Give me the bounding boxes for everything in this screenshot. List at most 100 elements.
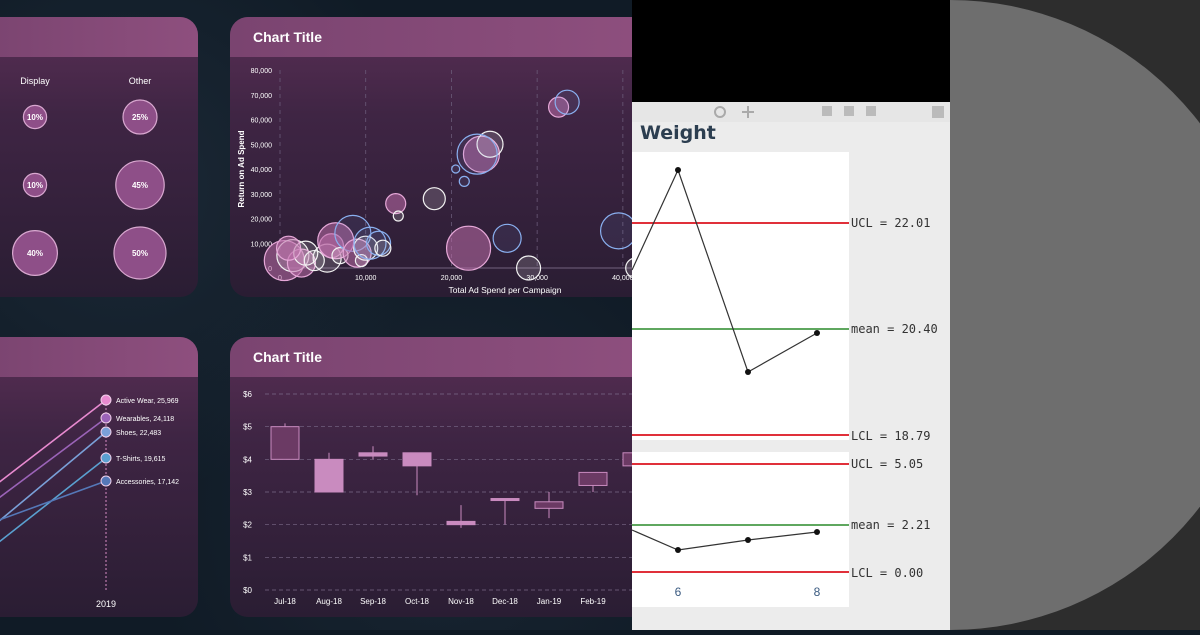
- candlestick-card: Chart Title $0 $1 $2 $3 $4 $5 $6 Jul-18 Aug-18 Se…: [230, 337, 650, 617]
- percent-label: 10%: [27, 181, 43, 190]
- scatter-header: Chart Title: [230, 17, 650, 57]
- scatter-bubble: [445, 225, 492, 271]
- percent-label: 25%: [132, 113, 148, 122]
- scatter-bubble: [422, 187, 446, 211]
- y-tick-label: $0: [243, 586, 252, 595]
- scatter-bubble: [353, 235, 379, 261]
- scatter-bubble: [275, 235, 302, 261]
- percent-label: 40%: [27, 249, 43, 258]
- candle-body: [358, 452, 388, 457]
- y-tick-label: 40,000: [251, 167, 273, 174]
- y-tick-label: $1: [243, 553, 252, 562]
- scatter-title: Chart Title: [253, 29, 322, 45]
- home-icon[interactable]: [866, 106, 876, 116]
- year-label: 2019: [96, 599, 116, 609]
- y-tick-label: $2: [243, 521, 252, 530]
- percent-label: 45%: [132, 181, 148, 190]
- spc-panel: Weight UCL = 22.01 mean = 20.40 LCL = 18…: [632, 0, 950, 630]
- scatter-bubble: [547, 96, 570, 118]
- x-tick-label: Dec-18: [492, 597, 518, 606]
- y-tick-label: 10,000: [251, 241, 273, 248]
- percent-bubble: [22, 104, 48, 130]
- lcl2-label: LCL = 0.00: [851, 566, 923, 580]
- series-label: Wearables, 24,118: [116, 416, 174, 423]
- spc-plot-area: [632, 152, 849, 607]
- percent-bubble: [11, 230, 58, 277]
- y-tick-label: 30,000: [251, 192, 273, 199]
- scatter-card: Chart Title 010,00020,00030,00040,000010…: [230, 17, 650, 297]
- lcl1-label: LCL = 18.79: [851, 429, 930, 443]
- series-line: [0, 457, 107, 543]
- select-icon[interactable]: [844, 106, 854, 116]
- candle-body: [270, 426, 300, 460]
- zoom-icon[interactable]: [714, 106, 726, 118]
- mean1-label: mean = 20.40: [851, 322, 938, 336]
- candlestick-title: Chart Title: [253, 349, 322, 365]
- x-tick-label: Jul-18: [274, 597, 296, 606]
- spc-black-region: [632, 0, 950, 102]
- series-label: T-Shirts, 19,615: [116, 456, 166, 463]
- y-axis-label: Return on Ad Spend: [237, 130, 246, 207]
- y-tick-label: $6: [243, 390, 252, 399]
- y-tick-label: $3: [243, 488, 252, 497]
- series-line: [0, 399, 107, 483]
- scatter-bubble: [374, 239, 392, 257]
- scatter-bubble: [385, 193, 407, 215]
- bubble-matrix-card: Display Other 10% 25% 10% 45% 40% 50%: [0, 17, 198, 297]
- scatter-bubble: [515, 255, 542, 281]
- candlestick-chart: $0 $1 $2 $3 $4 $5 $6 Jul-18 Aug-18 Sep-18 Oct-18 No…: [243, 390, 650, 606]
- series-label: Shoes, 22,483: [116, 430, 161, 437]
- candlestick-header: Chart Title: [230, 337, 650, 377]
- bubble-matrix: Display Other 10% 25% 10% 45% 40% 50%: [11, 76, 167, 280]
- x-tick-label: Oct-18: [405, 597, 430, 606]
- y-tick-label: 60,000: [251, 118, 273, 125]
- x-axis-label: Total Ad Spend per Campaign: [449, 285, 562, 295]
- candle-body: [490, 498, 520, 502]
- scatter-bubble: [554, 89, 580, 115]
- column-header-display: Display: [20, 76, 50, 86]
- y-tick-label: $5: [243, 423, 252, 432]
- y-tick-label: 70,000: [251, 93, 273, 100]
- spc-control-chart: UCL = 22.01 mean = 20.40 LCL = 18.79 UCL…: [632, 152, 938, 607]
- spc-title: Weight: [640, 122, 716, 144]
- series-endpoint: [100, 475, 112, 487]
- y-tick-label: 80,000: [251, 68, 273, 75]
- weight-series-line: [632, 168, 818, 373]
- scatter-bubble: [303, 249, 325, 272]
- series-endpoint: [100, 452, 112, 464]
- x-tick-label: 10,000: [355, 275, 377, 282]
- candle-body: [534, 501, 564, 509]
- x-tick-label: Sep-18: [360, 597, 386, 606]
- ucl1-label: UCL = 22.01: [851, 216, 930, 230]
- ucl2-label: UCL = 5.05: [851, 457, 923, 471]
- settings-icon[interactable]: [932, 106, 944, 118]
- x-tick-label: Jan-19: [537, 597, 562, 606]
- percent-bubble: [122, 99, 158, 135]
- half-circle-graphic: [635, 0, 1200, 630]
- series-label: Accessories, 17,142: [116, 479, 179, 486]
- weight-point: [814, 330, 820, 336]
- x-tick-label: 8: [814, 585, 821, 599]
- pan-icon[interactable]: [742, 106, 754, 118]
- bubble-matrix-header: [0, 17, 198, 57]
- scatter-bubble: [492, 223, 522, 253]
- save-icon[interactable]: [822, 106, 832, 116]
- series-endpoint: [100, 426, 112, 438]
- x-tick-label: 40,000: [612, 275, 634, 282]
- bump-chart-card: Active Wear, 25,969 Wearables, 24,118 Shoe…: [0, 337, 198, 617]
- range-series-line: [632, 529, 818, 551]
- spc-gap: [632, 440, 849, 452]
- percent-bubble: [22, 172, 48, 198]
- percent-bubble: [115, 160, 165, 210]
- candle-body: [402, 452, 432, 467]
- candle-body: [314, 458, 344, 493]
- weight-point: [675, 167, 681, 173]
- percent-label: 50%: [132, 249, 148, 258]
- x-tick-label: 20,000: [441, 275, 463, 282]
- range-point: [745, 537, 751, 543]
- x-tick-label: Nov-18: [448, 597, 474, 606]
- percent-label: 10%: [27, 113, 43, 122]
- mean2-label: mean = 2.21: [851, 518, 930, 532]
- y-tick-label: 50,000: [251, 142, 273, 149]
- series-line: [0, 417, 107, 499]
